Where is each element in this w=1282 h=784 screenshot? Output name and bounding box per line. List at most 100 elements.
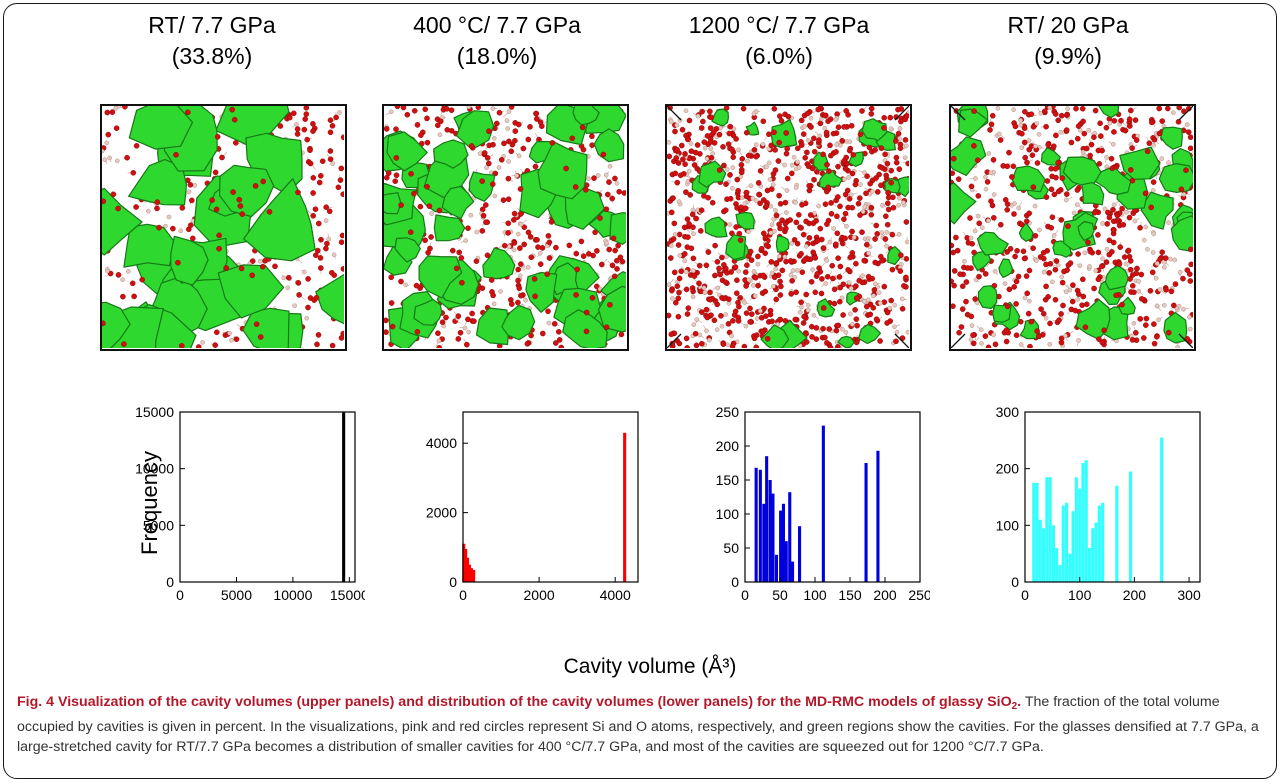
histogram-bar bbox=[788, 492, 792, 582]
y-tick-label: 2000 bbox=[426, 505, 457, 521]
y-tick-label: 5000 bbox=[143, 517, 174, 533]
histogram-bar bbox=[791, 561, 795, 582]
x-tick-label: 10000 bbox=[273, 587, 312, 603]
histogram-bar bbox=[798, 526, 802, 582]
y-tick-label: 200 bbox=[996, 461, 1020, 477]
histogram-bar bbox=[821, 425, 825, 582]
panel-condition: RT/ 7.7 GPa bbox=[148, 12, 276, 38]
x-tick-label: 4000 bbox=[600, 587, 631, 603]
panel-fraction: (33.8%) bbox=[171, 43, 253, 69]
histogram-bar bbox=[467, 564, 471, 582]
figure-frame bbox=[3, 3, 1277, 779]
histogram-bar bbox=[1055, 548, 1059, 582]
x-tick-label: 150 bbox=[838, 587, 862, 603]
histogram-bar bbox=[1094, 522, 1098, 582]
histogram-bar bbox=[754, 467, 758, 582]
histogram-bar bbox=[1081, 463, 1085, 582]
histogram-bar bbox=[765, 456, 769, 582]
x-tick-label: 2000 bbox=[524, 587, 555, 603]
histogram-bar bbox=[771, 493, 775, 582]
histogram-bar bbox=[1048, 477, 1052, 582]
y-axis-label: Frequency bbox=[137, 451, 162, 555]
panel-title-rt-20: RT/ 20 GPa (9.9%) bbox=[943, 10, 1193, 72]
x-tick-label: 0 bbox=[459, 587, 467, 603]
y-tick-label: 200 bbox=[716, 438, 740, 454]
histogram-bar bbox=[1051, 525, 1055, 582]
histogram-rt-7-7: 0 5000 10000 15000 0 5000 10000 15000 bbox=[135, 404, 365, 603]
histogram-bar bbox=[1068, 553, 1072, 582]
histogram-bar bbox=[1074, 477, 1078, 582]
x-tick-label: 100 bbox=[803, 587, 827, 603]
box-perspective-lines bbox=[667, 106, 909, 348]
histogram-bar bbox=[1160, 437, 1164, 582]
histogram-bar bbox=[876, 450, 880, 582]
x-tick-label: 0 bbox=[176, 587, 184, 603]
panel-fraction: (9.9%) bbox=[1034, 43, 1102, 69]
x-tick-label: 100 bbox=[1068, 587, 1092, 603]
cavity-layer bbox=[691, 108, 909, 348]
histogram-bar bbox=[464, 549, 468, 582]
figure-caption: Fig. 4 Visualization of the cavity volum… bbox=[17, 692, 1267, 757]
histogram-bar bbox=[1045, 477, 1049, 582]
histogram-bar bbox=[623, 432, 627, 582]
histogram-bar bbox=[1097, 505, 1101, 582]
y-tick-label: 0 bbox=[166, 574, 174, 590]
x-tick-label: 0 bbox=[1021, 587, 1029, 603]
model-visualization-1200c-7-7 bbox=[665, 104, 912, 351]
histogram-bar bbox=[1115, 485, 1119, 582]
y-tick-label: 0 bbox=[449, 574, 457, 590]
histogram-bar bbox=[864, 463, 868, 582]
histogram-bar bbox=[1061, 505, 1065, 582]
y-tick-label: 15000 bbox=[135, 404, 174, 420]
plot-frame bbox=[462, 411, 639, 583]
histogram-rt-20: 0 100 200 300 0 100 200 300 bbox=[996, 404, 1201, 603]
panel-title-rt-7-7: RT/ 7.7 GPa (33.8%) bbox=[87, 10, 337, 72]
x-tick-label: 200 bbox=[1123, 587, 1147, 603]
histogram-bar bbox=[1038, 519, 1042, 582]
panel-condition: RT/ 20 GPa bbox=[1007, 12, 1129, 38]
plot-frame bbox=[179, 411, 356, 583]
caption-body: The fraction of the total volume occupie… bbox=[17, 694, 1259, 755]
histogram-bar bbox=[1129, 471, 1133, 582]
histogram-bar bbox=[462, 543, 466, 582]
histogram-bar bbox=[762, 503, 766, 582]
caption-title: Fig. 4 Visualization of the cavity volum… bbox=[17, 694, 1022, 712]
histogram-bar bbox=[1065, 502, 1069, 582]
panel-title-1200c-7-7: 1200 °C/ 7.7 GPa (6.0%) bbox=[654, 10, 904, 72]
model-visualization-rt-7-7 bbox=[100, 104, 347, 351]
histogram-bar bbox=[1078, 488, 1082, 582]
y-tick-label: 100 bbox=[716, 506, 740, 522]
histogram-bar bbox=[1058, 565, 1062, 582]
histogram-bar bbox=[342, 412, 346, 582]
y-tick-label: 100 bbox=[996, 517, 1020, 533]
histogram-bar bbox=[472, 569, 476, 582]
x-tick-label: 50 bbox=[772, 587, 788, 603]
plot-frame bbox=[1024, 411, 1201, 583]
panel-title-400c-7-7: 400 °C/ 7.7 GPa (18.0%) bbox=[372, 10, 622, 72]
histogram-bar bbox=[784, 541, 788, 582]
panel-fraction: (6.0%) bbox=[745, 43, 813, 69]
histogram-bar bbox=[758, 469, 762, 582]
cavity-layer bbox=[102, 106, 344, 348]
x-axis-label: Cavity volume (Å³) bbox=[563, 655, 737, 678]
cavity-layer bbox=[951, 106, 1193, 344]
histogram-bar bbox=[1091, 528, 1095, 582]
histogram-bar bbox=[781, 503, 785, 582]
panel-condition: 400 °C/ 7.7 GPa bbox=[413, 12, 581, 38]
histogram-bar bbox=[1071, 511, 1075, 582]
histogram-bar bbox=[1035, 482, 1039, 582]
model-visualization-400c-7-7 bbox=[382, 104, 629, 351]
histogram-bar bbox=[1088, 548, 1092, 582]
x-tick-label: 15000 bbox=[330, 587, 365, 603]
model-visualization-rt-20 bbox=[949, 104, 1196, 351]
x-tick-label: 5000 bbox=[221, 587, 252, 603]
y-tick-label: 50 bbox=[723, 540, 739, 556]
y-tick-label: 0 bbox=[1011, 574, 1019, 590]
panel-fraction: (18.0%) bbox=[456, 43, 538, 69]
plot-frame bbox=[744, 411, 921, 583]
histogram-400c-7-7: 0 2000 4000 0 2000 4000 bbox=[426, 411, 639, 603]
histogram-bar bbox=[1032, 482, 1036, 582]
histogram-bar bbox=[768, 480, 772, 582]
y-tick-label: 10000 bbox=[135, 461, 174, 477]
histogram-bar bbox=[774, 554, 778, 582]
